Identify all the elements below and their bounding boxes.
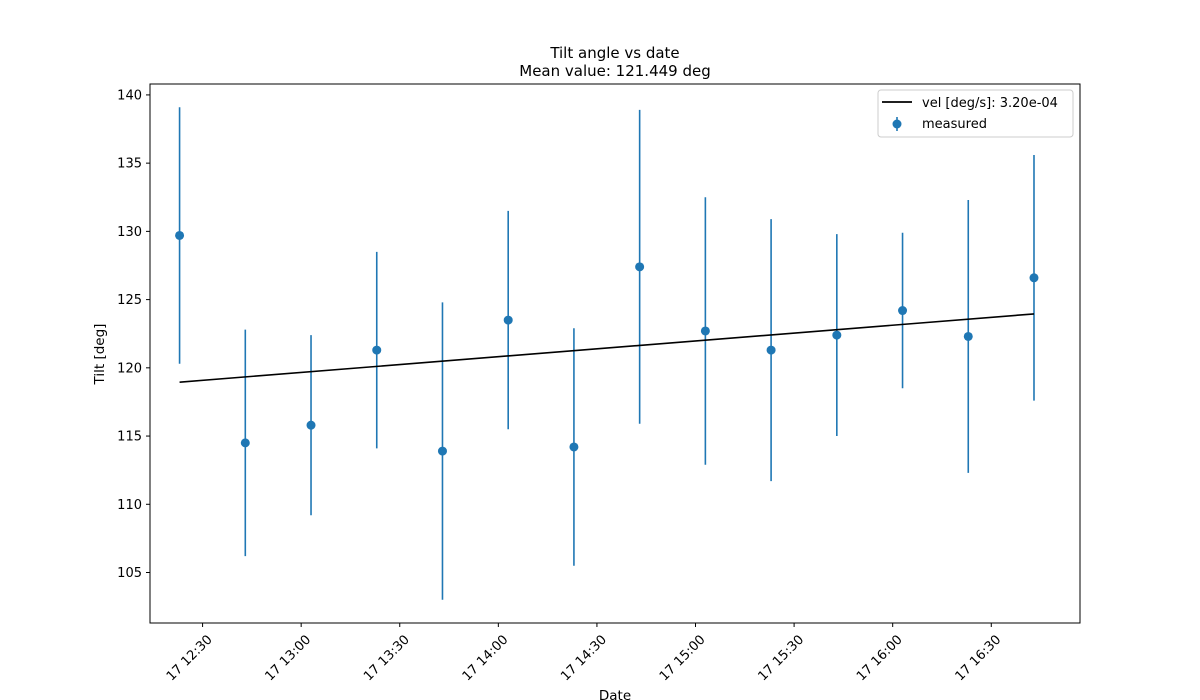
y-tick-label: 115	[117, 430, 142, 445]
data-point	[766, 345, 776, 355]
data-point	[175, 230, 185, 240]
data-point	[963, 331, 973, 341]
y-axis-label: Tilt [deg]	[92, 324, 108, 386]
legend: vel [deg/s]: 3.20e-04 measured	[877, 89, 1074, 138]
data-point	[503, 315, 513, 325]
legend-marker-swatch	[892, 119, 902, 129]
y-tick-label: 140	[117, 88, 142, 103]
series-layer	[175, 107, 1039, 600]
plot-area	[150, 84, 1080, 623]
y-tick-label: 110	[117, 498, 142, 513]
y-tick-label: 105	[117, 566, 142, 581]
data-point	[240, 438, 250, 448]
data-point	[832, 330, 842, 340]
chart-title: Tilt angle vs date	[549, 44, 679, 62]
y-tick-label: 135	[117, 157, 142, 172]
legend-box	[877, 89, 1074, 138]
legend-label-measured: measured	[922, 117, 987, 132]
data-point	[635, 262, 645, 272]
data-point	[372, 345, 382, 355]
legend-label-velocity: vel [deg/s]: 3.20e-04	[922, 96, 1058, 111]
data-point	[306, 420, 316, 430]
y-tick-label: 120	[117, 361, 142, 376]
data-point	[569, 442, 579, 452]
data-point	[437, 446, 447, 456]
data-point	[1029, 273, 1039, 283]
x-axis-label: Date	[599, 688, 631, 700]
y-tick-label: 130	[117, 225, 142, 240]
plot-frame	[149, 83, 1081, 624]
y-tick-label: 125	[117, 293, 142, 308]
chart-subtitle: Mean value: 121.449 deg	[519, 62, 711, 80]
trend-line	[179, 313, 1035, 383]
y-axis: 105 110 115 120 125 130 135 140	[117, 88, 150, 581]
data-point	[898, 306, 908, 316]
data-point	[700, 326, 710, 336]
